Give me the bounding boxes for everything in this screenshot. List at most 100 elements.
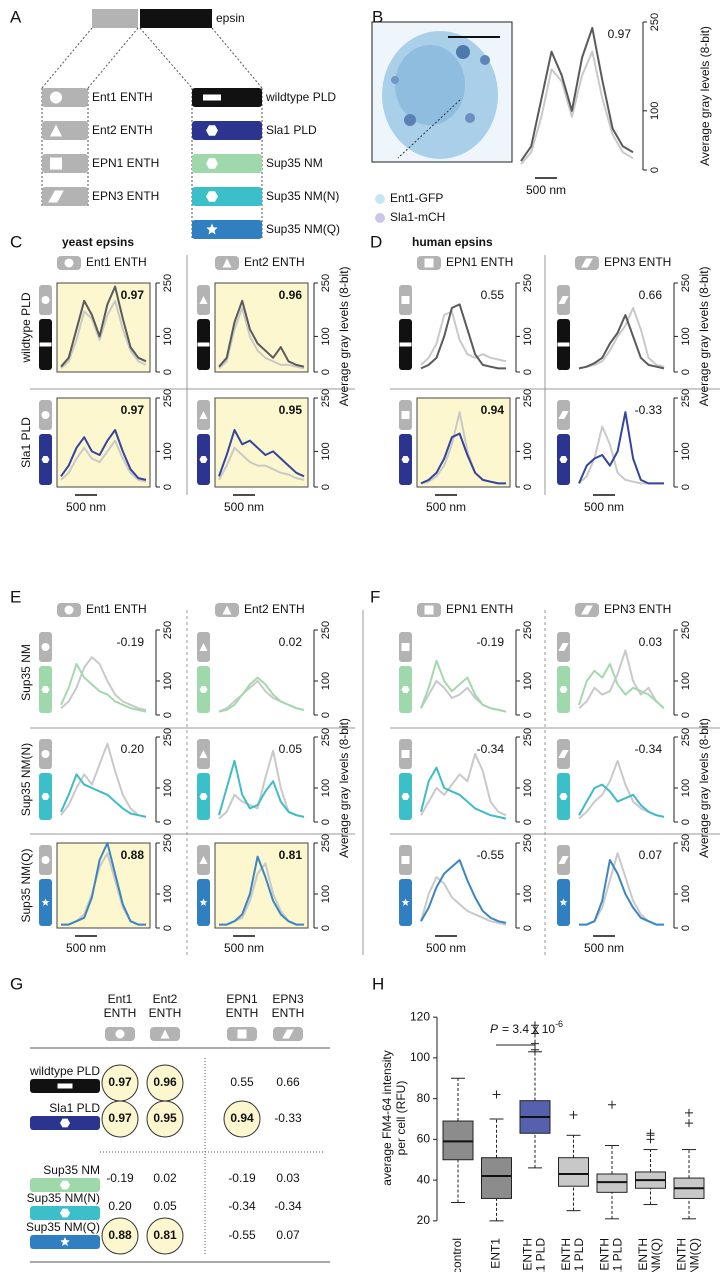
icon-shape <box>41 643 50 651</box>
profile-line <box>578 649 665 709</box>
column-header: ENTH <box>226 1006 259 1020</box>
x-tick-label: Ent1 ENTH <box>636 1238 650 1272</box>
pld-box <box>192 88 262 107</box>
y-tick-label: 80 <box>417 1091 431 1105</box>
column-header: EPN3 ENTH <box>604 255 671 269</box>
correlation: 0.94 <box>230 1111 254 1125</box>
correlation: 0.07 <box>639 848 663 862</box>
profile-line <box>420 876 507 926</box>
y-tick-label: 100 <box>320 672 332 690</box>
profile-line <box>218 306 305 370</box>
correlation: 0.81 <box>279 848 303 862</box>
icon-shape <box>199 750 208 758</box>
correlation: -0.34 <box>477 742 505 756</box>
domain-enth <box>92 9 138 28</box>
profile-line <box>579 859 664 926</box>
profile-line <box>219 855 304 926</box>
panel-label: G <box>10 974 23 993</box>
row-label: Sup35 NM <box>19 644 33 701</box>
icon-shape <box>60 1208 70 1218</box>
y-tick-label: 100 <box>320 327 332 345</box>
correlation: -0.19 <box>477 635 505 649</box>
y-tick-label: 250 <box>320 389 332 407</box>
y-tick-label: 0 <box>522 712 534 718</box>
icon-shape <box>222 605 232 615</box>
outlier <box>531 1021 539 1030</box>
y-tick-label: 100 <box>522 442 534 460</box>
y-tick-label: 250 <box>162 621 174 639</box>
pld-box <box>192 121 262 140</box>
y-tick-label: 100 <box>680 779 692 797</box>
profile-line <box>420 680 507 713</box>
row-label: Sup35 NM(Q) <box>26 1220 100 1234</box>
icon-shape <box>199 643 208 651</box>
y-tick-label: 100 <box>162 779 174 797</box>
box <box>558 1157 589 1187</box>
x-tick-label: ENT1 <box>489 1238 503 1269</box>
highlight-circle <box>101 1100 139 1138</box>
p-exponent: -6 <box>555 1019 563 1029</box>
protein-label: epsin <box>216 11 245 25</box>
enth-box <box>42 121 88 140</box>
y-tick-label: 250 <box>162 834 174 852</box>
y-tick-label: 100 <box>680 885 692 903</box>
correlation: 0.97 <box>121 288 145 302</box>
scale-label: 500 nm <box>426 500 466 514</box>
icon-shape <box>50 124 62 137</box>
y-axis-title: average FM4-64 intensity <box>380 1050 394 1185</box>
y-tick-label: 0 <box>680 484 692 490</box>
y-tick-label: 0 <box>320 369 332 375</box>
icon-shape <box>399 342 412 347</box>
spot <box>391 76 399 84</box>
y-tick-label: 0 <box>680 925 692 931</box>
y-tick-label: 100 <box>680 442 692 460</box>
y-tick-label: 0 <box>162 369 174 375</box>
profile-line <box>60 439 147 483</box>
x-tick-label: Sla1 PLD <box>611 1238 625 1272</box>
y-tick-label: 250 <box>162 389 174 407</box>
correlation: 0.05 <box>279 742 303 756</box>
y-axis-title: Average gray levels (8-bit) <box>337 266 351 406</box>
outlier <box>685 1108 693 1117</box>
icon-shape <box>559 686 568 693</box>
correlation: -0.19 <box>106 1171 134 1185</box>
correlation: -0.19 <box>117 635 145 649</box>
scale-label: 500 nm <box>66 500 106 514</box>
column-header: Ent1 <box>108 992 133 1006</box>
connector <box>41 27 93 89</box>
profile-line <box>420 753 507 817</box>
y-tick-label: 0 <box>522 819 534 825</box>
panel-label: D <box>370 232 382 251</box>
y-tick-label: 0 <box>320 819 332 825</box>
y-axis-title: Average gray levels (8-bit) <box>698 26 712 166</box>
p-value: P = 3.4 x 10-6 <box>490 1019 563 1036</box>
y-tick-label: 250 <box>320 728 332 746</box>
icon-shape <box>64 605 74 615</box>
pld-box <box>192 220 262 239</box>
icon-shape <box>41 898 50 906</box>
profile-line <box>578 783 665 818</box>
profile-line <box>61 842 146 926</box>
outlier <box>531 1029 539 1038</box>
correlation: 0.97 <box>608 27 632 41</box>
icon-shape <box>237 1029 247 1039</box>
pld-label: Sup35 NM(N) <box>266 189 339 203</box>
highlight-circle <box>101 1217 139 1255</box>
icon-shape <box>559 456 568 463</box>
column-header: EPN1 ENTH <box>446 255 513 269</box>
icon-shape <box>199 411 208 419</box>
outlier <box>608 1100 616 1109</box>
profile-line <box>60 742 147 818</box>
profile-line <box>60 656 147 711</box>
y-tick-label: 100 <box>680 327 692 345</box>
icon-shape <box>199 793 208 800</box>
profile-line <box>218 446 305 481</box>
enth-box <box>42 88 88 107</box>
x-tick-label: Ent2 ENTH <box>675 1238 689 1272</box>
correlation: 0.88 <box>108 1228 132 1242</box>
profile-line <box>420 766 507 820</box>
icon-shape <box>401 898 410 906</box>
y-tick-label: 100 <box>162 442 174 460</box>
icon-shape <box>41 456 50 463</box>
